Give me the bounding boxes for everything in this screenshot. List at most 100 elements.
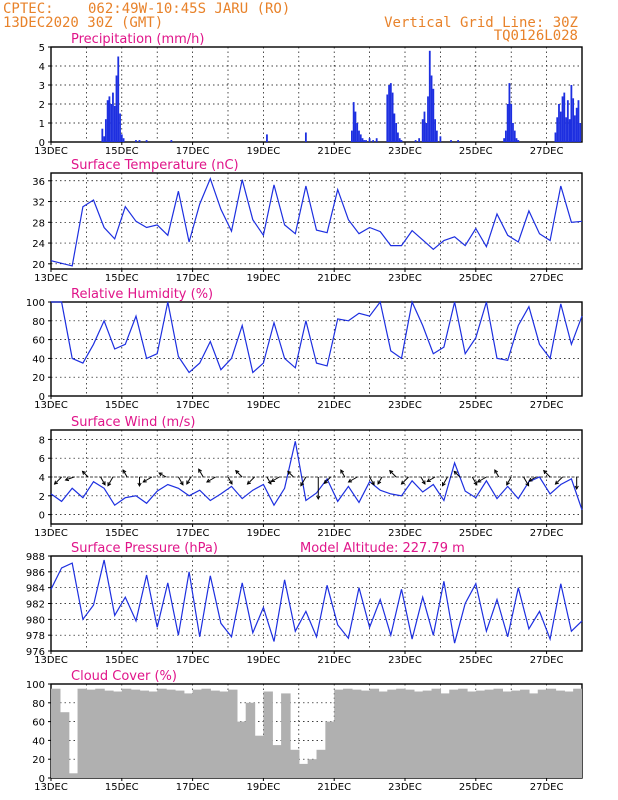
wind-arrow [400, 476, 409, 485]
wind-arrow-head [206, 478, 211, 483]
wind-arrow-head [494, 469, 499, 474]
cloud-bar [51, 688, 61, 778]
pres-title: Surface Pressure (hPa) [71, 541, 218, 556]
cloud-bar [493, 688, 503, 778]
panel-precip: 0 1 2 3 4 5 13DEC 15DEC 17DEC 19DEC 21DEC 23DEC 25DE… [34, 32, 583, 157]
wind-arrow-shaft [107, 476, 114, 486]
wind-arrow [270, 476, 280, 483]
wind-arrow [142, 476, 153, 483]
wind-xtick-label: 23DEC [388, 528, 422, 539]
wind-arrow-head [270, 478, 276, 483]
precip-xtick-label: 25DEC [459, 146, 493, 157]
cloud-ytick-label: 60 [32, 718, 45, 729]
wind-arrow-shaft [389, 470, 397, 478]
precip-bar [115, 75, 118, 142]
precip-bar [414, 140, 417, 142]
wind-ytick-label: 2 [39, 492, 45, 503]
temp-xtick-label: 19DEC [247, 273, 281, 284]
wind-arrow-shaft [323, 476, 332, 484]
wind-arrow [186, 476, 192, 485]
panel-pres: 976 978 980 982 984 986 988 13DEC 15DEC 17DEC 19DE… [26, 541, 583, 666]
temp-series-line [50, 177, 583, 267]
wind-arrow [340, 469, 346, 478]
wind-arrow-head [101, 481, 106, 486]
cloud-bar [466, 691, 477, 778]
precip-bar [503, 138, 506, 142]
precip-xtick-label: 23DEC [388, 146, 422, 157]
wind-arrow-shaft [142, 476, 153, 483]
precip-ytick-label: 2 [39, 100, 45, 111]
wind-ytick-label: 6 [39, 454, 45, 465]
precip-bar [566, 100, 569, 142]
cloud-bar [157, 688, 167, 778]
cloud-ytick-label: 40 [32, 736, 45, 747]
wind-arrow-shaft [555, 476, 563, 485]
cloud-bar [59, 712, 70, 778]
rh-series-line [51, 300, 583, 374]
precip-bar [372, 140, 375, 142]
precip-bar [556, 117, 559, 142]
cloud-bar [183, 693, 194, 778]
cloud-bar [325, 721, 335, 778]
temp-ytick-label: 24 [32, 239, 45, 250]
wind-arrow-head [340, 469, 345, 474]
precip-ytick-label: 3 [39, 81, 45, 92]
precip-bar [117, 56, 120, 142]
wind-arrow-head [267, 480, 272, 485]
wind-arrow-shaft [227, 476, 233, 485]
wind-arrow-shaft [266, 476, 272, 485]
pres-annotation: Model Altitude: 227.79 m [300, 541, 465, 556]
wind-arrow-shaft [54, 476, 62, 485]
precip-bar [395, 123, 398, 142]
cloud-bar [343, 688, 353, 778]
wind-arrow-head [574, 485, 579, 491]
pres-xtick-label: 25DEC [459, 655, 493, 666]
wind-arrow-shaft [523, 476, 530, 486]
wind-arrow-head [198, 468, 202, 473]
cloud-bar [369, 688, 380, 778]
wind-arrow-shaft [206, 476, 216, 483]
precip-xtick-label: 19DEC [247, 146, 281, 157]
precip-bar [358, 130, 360, 142]
wind-arrow [554, 476, 563, 485]
cloud-bar [236, 721, 247, 778]
wind-ytick-label: 0 [39, 511, 45, 522]
cloud-bar [86, 689, 96, 778]
cloud-bar [422, 690, 433, 778]
cloud-title: Cloud Cover (%) [71, 669, 177, 684]
wind-arrow-shaft [300, 476, 307, 486]
wind-arrow [178, 476, 184, 486]
wind-arrow [137, 477, 142, 488]
pres-xtick-label: 21DEC [317, 655, 351, 666]
precip-ytick-label: 1 [39, 119, 45, 130]
pres-ytick-label: 976 [26, 647, 45, 658]
precip-bar [103, 136, 105, 142]
wind-arrow [206, 476, 216, 483]
rh-xtick-label: 21DEC [317, 400, 351, 411]
temp-xtick-label: 13DEC [34, 273, 68, 284]
precip-bar [304, 132, 307, 142]
temp-frame [50, 172, 583, 270]
precip-xtick-label: 21DEC [317, 146, 351, 157]
wind-arrow-head [228, 480, 233, 485]
precip-bar [435, 130, 438, 142]
cloud-bar [192, 689, 203, 778]
cloud-bar [219, 691, 229, 778]
cloud-bar [166, 689, 176, 778]
wind-arrow [64, 476, 75, 482]
precip-bar [577, 100, 580, 142]
wind-arrow-shaft [82, 470, 89, 478]
temp-ytick-label: 28 [32, 218, 45, 229]
wind-arrow-head [142, 478, 147, 483]
wind-arrow [528, 476, 537, 482]
rh-xtick-label: 19DEC [247, 400, 281, 411]
rh-frame [50, 301, 583, 397]
wind-arrow [377, 476, 383, 485]
pres-series-line [50, 559, 583, 644]
precip-bar [365, 140, 367, 142]
header-source: CPTEC: [3, 1, 54, 17]
precip-bar [561, 96, 564, 142]
cloud-bar [573, 688, 582, 778]
wind-arrow-shaft [271, 476, 280, 482]
cloud-bar [502, 691, 512, 778]
